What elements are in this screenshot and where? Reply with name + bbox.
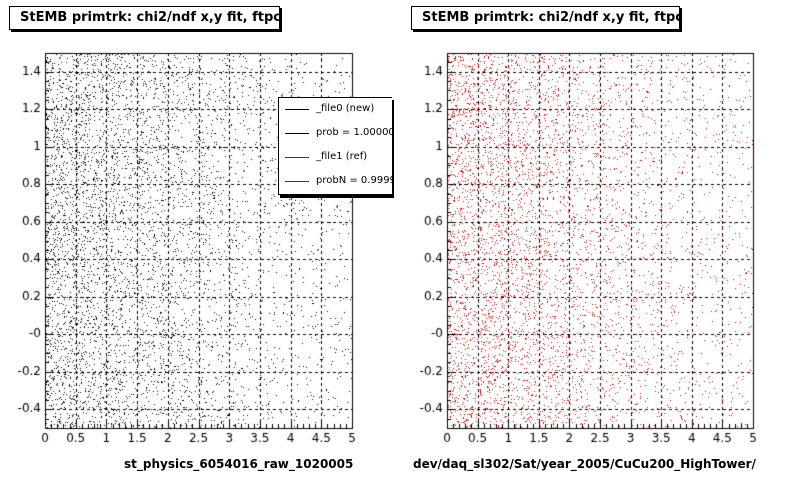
legend-line-red-icon xyxy=(285,157,309,158)
legend-entry-file0: _file0 (new) xyxy=(279,98,392,122)
right-plot-xlabel: dev/daq_sl302/Sat/year_2005/CuCu200_High… xyxy=(413,457,756,471)
legend-line-black-icon xyxy=(285,133,309,134)
legend-label-probn: probN = 0.999989 xyxy=(316,175,392,186)
legend-line-black-icon xyxy=(285,109,309,110)
legend-label-prob: prob = 1.000000 xyxy=(316,127,392,138)
legend: _file0 (new) prob = 1.000000 _file1 (ref… xyxy=(278,97,392,195)
legend-entry-probn: probN = 0.999989 xyxy=(279,170,392,194)
legend-line-red-icon xyxy=(285,181,309,182)
legend-label-file1: _file1 (ref) xyxy=(316,151,368,162)
legend-entry-prob: prob = 1.000000 xyxy=(279,122,392,146)
left-plot-title: StEMB primtrk: chi2/ndf x,y fit, ftpc xyxy=(9,6,281,30)
legend-entry-file1: _file1 (ref) xyxy=(279,146,392,170)
left-plot-xlabel: st_physics_6054016_raw_1020005 xyxy=(124,457,354,471)
right-plot-title: StEMB primtrk: chi2/ndf x,y fit, ftpc xyxy=(411,6,683,30)
legend-label-file0: _file0 (new) xyxy=(316,103,375,114)
